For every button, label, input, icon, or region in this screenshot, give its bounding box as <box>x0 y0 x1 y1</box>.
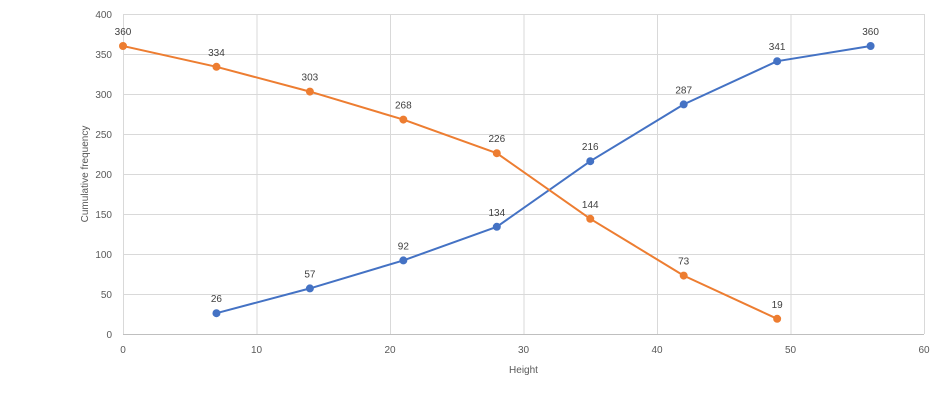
series-2-point-7 <box>679 271 688 280</box>
y-tick-label-150: 150 <box>95 210 112 221</box>
x-tick-label-10: 10 <box>251 345 263 356</box>
series-1-point-7 <box>773 57 782 66</box>
grid-lines <box>123 14 925 334</box>
axes <box>123 14 924 335</box>
x-tick-label-60: 60 <box>918 345 930 356</box>
series-2-point-4 <box>399 115 408 124</box>
series-2-data-label-4: 268 <box>395 101 412 112</box>
series-2-data-label-1: 360 <box>115 27 132 38</box>
series-1-point-3 <box>399 256 408 265</box>
series-1-point-1 <box>212 309 221 318</box>
y-tick-label-50: 50 <box>101 290 113 301</box>
y-tick-label-250: 250 <box>95 130 112 141</box>
series-1-data-label-5: 216 <box>582 142 599 153</box>
series-1-data-label-4: 134 <box>488 208 505 219</box>
series-1-line <box>216 45 871 315</box>
y-tick-label-400: 400 <box>95 10 112 21</box>
series-2-point-3 <box>305 87 314 96</box>
series-2-point-5 <box>492 149 501 158</box>
x-tick-label-40: 40 <box>651 345 663 356</box>
series-2-data-label-8: 19 <box>772 300 784 311</box>
data-labels: 26 57 92 134 216 287 341 360 360 334 303 268 226 144 7… <box>115 27 880 311</box>
series-1-data-label-1: 26 <box>211 294 223 305</box>
series-1-data-label-3: 92 <box>398 241 410 252</box>
x-tick-label-20: 20 <box>384 345 396 356</box>
series-2-line <box>122 45 778 320</box>
y-tick-label-0: 0 <box>106 330 112 341</box>
y-tick-label-300: 300 <box>95 90 112 101</box>
series-2-data-label-5: 226 <box>488 134 505 145</box>
series-1-point-4 <box>492 222 501 231</box>
series-1-data-label-8: 360 <box>862 27 879 38</box>
series-2-data-label-3: 303 <box>302 73 319 84</box>
y-axis-title: Cumulative frequency <box>80 126 91 223</box>
series-2-point-6 <box>586 214 595 223</box>
series-1-data-label-7: 341 <box>769 42 786 53</box>
series-1-point-2 <box>305 284 314 293</box>
series-1-data-label-6: 287 <box>675 85 692 96</box>
y-tick-label-350: 350 <box>95 50 112 61</box>
series-1-point-6 <box>679 100 688 109</box>
series-1-point-5 <box>586 157 595 166</box>
series-2-point-8 <box>773 314 782 323</box>
series-2-point-1 <box>119 42 127 50</box>
y-tick-label-200: 200 <box>95 170 112 181</box>
y-axis-tick-labels: 0 50 100 150 200 250 300 350 400 <box>95 10 112 341</box>
series-2-point-2 <box>212 62 221 71</box>
x-axis-title: Height <box>509 365 538 376</box>
series-1-point-8 <box>866 42 875 50</box>
x-tick-label-30: 30 <box>518 345 530 356</box>
series-2-data-label-6: 144 <box>582 200 599 211</box>
y-tick-label-100: 100 <box>95 250 112 261</box>
x-tick-label-0: 0 <box>120 345 126 356</box>
x-axis-tick-labels: 0 10 20 30 40 50 60 <box>120 345 930 356</box>
x-tick-label-50: 50 <box>785 345 797 356</box>
data-series <box>119 42 875 323</box>
series-1-data-label-2: 57 <box>304 269 316 280</box>
series-2-data-label-2: 334 <box>208 48 225 59</box>
series-2-data-label-7: 73 <box>678 257 690 268</box>
